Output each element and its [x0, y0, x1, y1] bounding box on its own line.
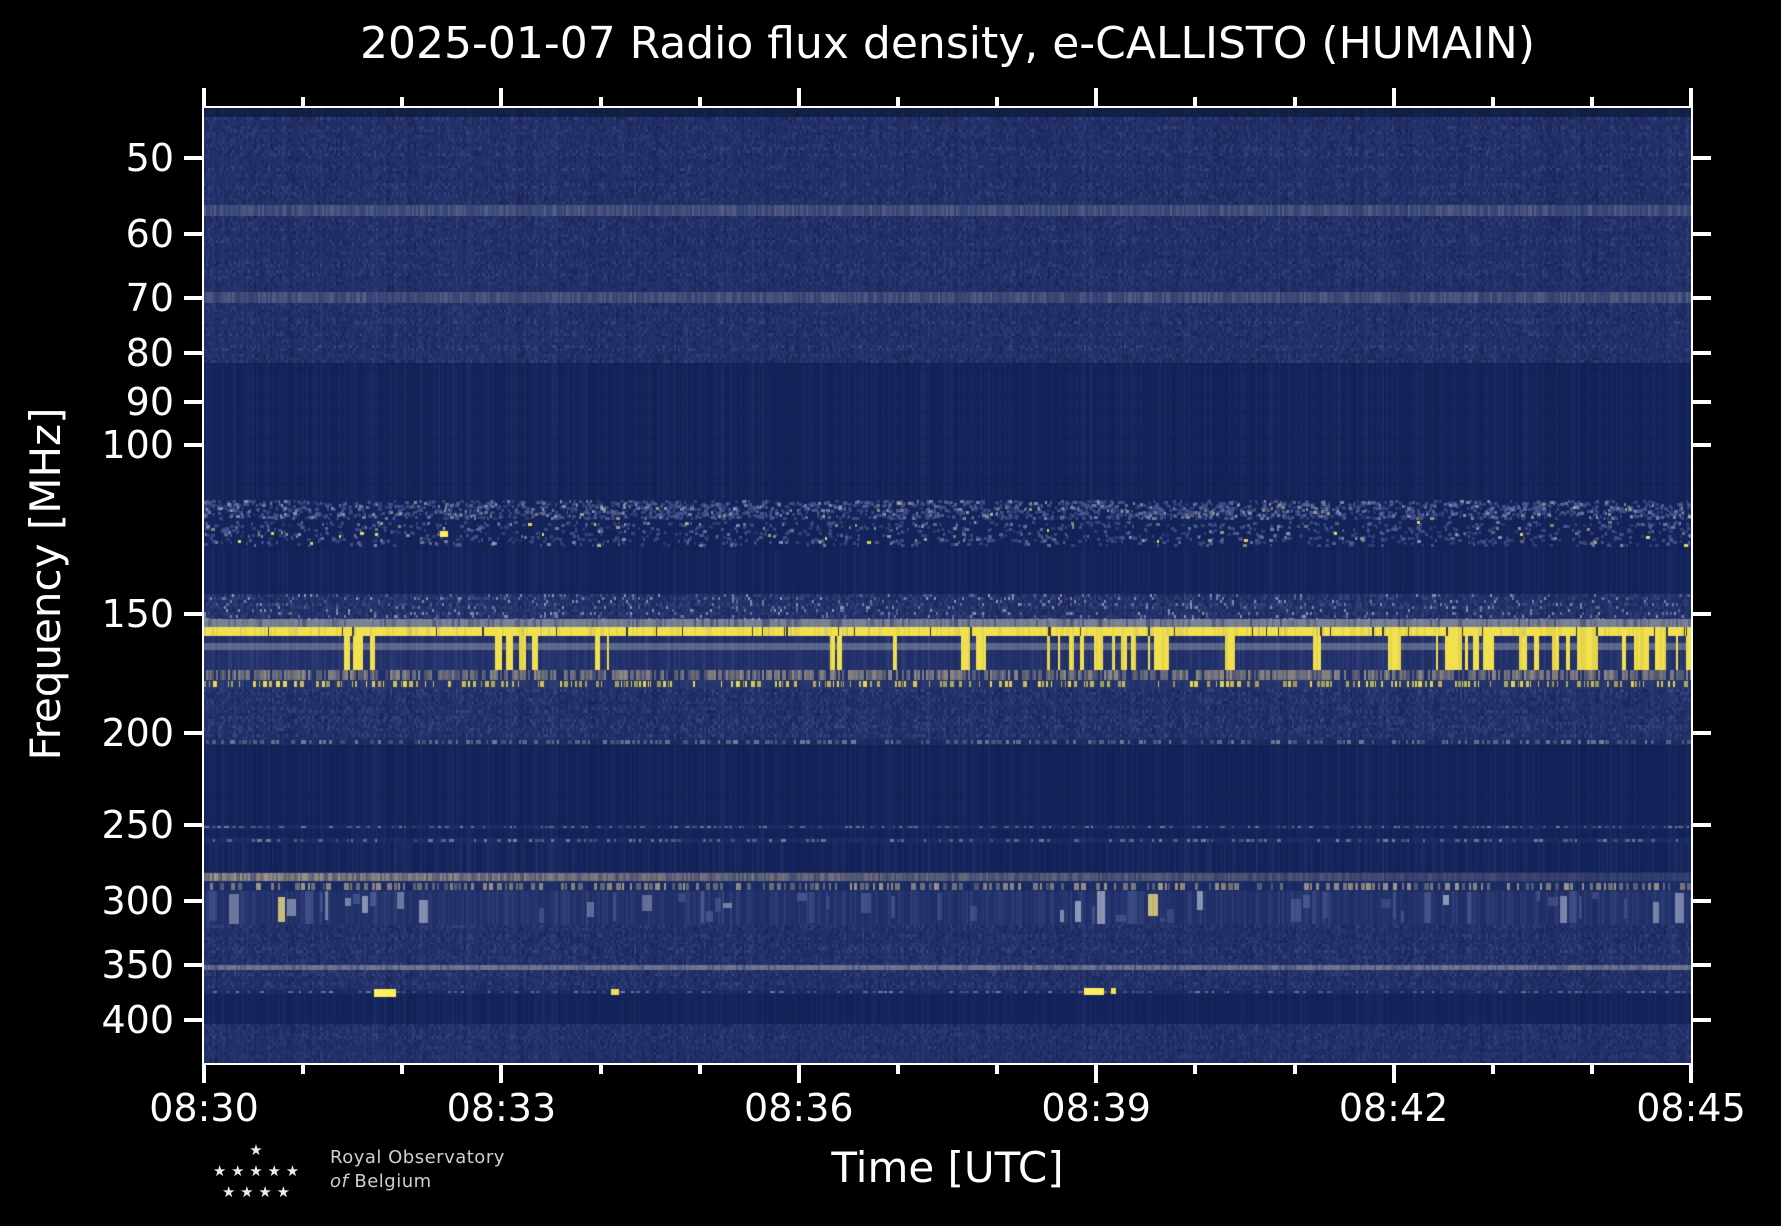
x-tick	[1391, 1065, 1396, 1083]
star-icon-row: ★ ★ ★ ★	[221, 1183, 291, 1201]
y-tick-label: 90	[125, 379, 174, 424]
x-tick	[895, 1065, 900, 1074]
chart-title: 2025-01-07 Radio flux density, e-CALLIST…	[359, 18, 1536, 69]
star-icon-row: ★ ★ ★ ★ ★	[212, 1162, 300, 1180]
x-tick-label: 08:39	[1041, 1086, 1151, 1130]
y-tick	[184, 962, 202, 967]
x-tick	[796, 1065, 801, 1083]
x-tick	[895, 97, 900, 106]
x-tick	[1391, 88, 1396, 106]
y-tick-label: 300	[101, 878, 174, 923]
y-tick	[1693, 156, 1711, 161]
y-tick	[1693, 898, 1711, 903]
x-tick	[1490, 1065, 1495, 1074]
x-tick-label: 08:42	[1338, 1086, 1449, 1130]
plot-area	[202, 106, 1693, 1065]
y-tick-label: 200	[101, 710, 174, 755]
y-tick	[1693, 350, 1711, 355]
y-tick	[1693, 823, 1711, 828]
x-tick	[499, 1065, 504, 1083]
x-tick	[400, 1065, 405, 1074]
y-tick	[184, 399, 202, 404]
y-tick	[184, 898, 202, 903]
x-tick	[598, 1065, 603, 1074]
x-tick	[796, 88, 801, 106]
y-tick	[1693, 962, 1711, 967]
y-tick-label: 400	[101, 997, 174, 1042]
x-tick-label: 08:45	[1636, 1086, 1746, 1130]
x-tick	[995, 1065, 1000, 1074]
y-tick	[184, 611, 202, 616]
y-tick	[184, 156, 202, 161]
y-tick	[184, 443, 202, 448]
x-tick	[1589, 97, 1594, 106]
x-tick	[1292, 1065, 1297, 1074]
x-tick	[202, 1065, 206, 1083]
x-axis-label: Time [UTC]	[831, 1143, 1064, 1192]
y-tick-label: 250	[101, 803, 174, 848]
y-tick	[1693, 1017, 1711, 1022]
y-tick	[1693, 399, 1711, 404]
x-tick	[301, 1065, 306, 1074]
x-tick-label: 08:36	[744, 1086, 854, 1130]
rob-logo: ★ ★ ★ ★ ★ ★ ★ ★ ★ ★ Royal Observatory of Be…	[210, 1138, 505, 1203]
y-tick-label: 70	[125, 275, 174, 320]
x-tick-label: 08:33	[446, 1086, 557, 1130]
rob-logo-line1: Royal Observatory	[330, 1147, 505, 1168]
y-tick	[184, 1017, 202, 1022]
x-tick	[301, 97, 306, 106]
rob-logo-text: Royal Observatory of Belgium	[330, 1138, 505, 1194]
y-tick	[1693, 231, 1711, 236]
x-tick-label: 08:30	[149, 1086, 259, 1130]
x-tick	[1193, 1065, 1198, 1074]
y-tick	[1693, 443, 1711, 448]
y-tick-label: 150	[101, 591, 174, 636]
x-tick	[1589, 1065, 1594, 1074]
spectrogram-canvas	[204, 108, 1691, 1063]
x-tick	[1689, 88, 1693, 106]
y-tick-label: 350	[101, 942, 174, 987]
x-tick	[697, 97, 702, 106]
x-tick	[1094, 88, 1099, 106]
x-tick	[697, 1065, 702, 1074]
rob-logo-stars-icon: ★ ★ ★ ★ ★ ★ ★ ★ ★ ★	[210, 1138, 302, 1203]
x-tick	[400, 97, 405, 106]
star-icon-row: ★	[249, 1141, 263, 1159]
x-tick	[499, 88, 504, 106]
y-tick	[184, 350, 202, 355]
rob-logo-line2: of Belgium	[330, 1171, 432, 1192]
y-tick	[1693, 611, 1711, 616]
y-tick-label: 80	[125, 330, 174, 375]
x-tick	[1689, 1065, 1693, 1083]
y-tick	[184, 823, 202, 828]
x-tick	[1193, 97, 1198, 106]
x-tick	[1490, 97, 1495, 106]
y-tick	[1693, 295, 1711, 300]
y-tick-label: 100	[101, 423, 174, 468]
x-tick	[598, 97, 603, 106]
x-tick	[1292, 97, 1297, 106]
y-tick-label: 60	[125, 211, 174, 256]
x-tick	[1094, 1065, 1099, 1083]
y-tick-label: 50	[125, 136, 174, 181]
y-tick	[1693, 730, 1711, 735]
x-tick	[995, 97, 1000, 106]
y-tick	[184, 730, 202, 735]
y-tick	[184, 231, 202, 236]
y-tick	[184, 295, 202, 300]
x-tick	[202, 88, 206, 106]
